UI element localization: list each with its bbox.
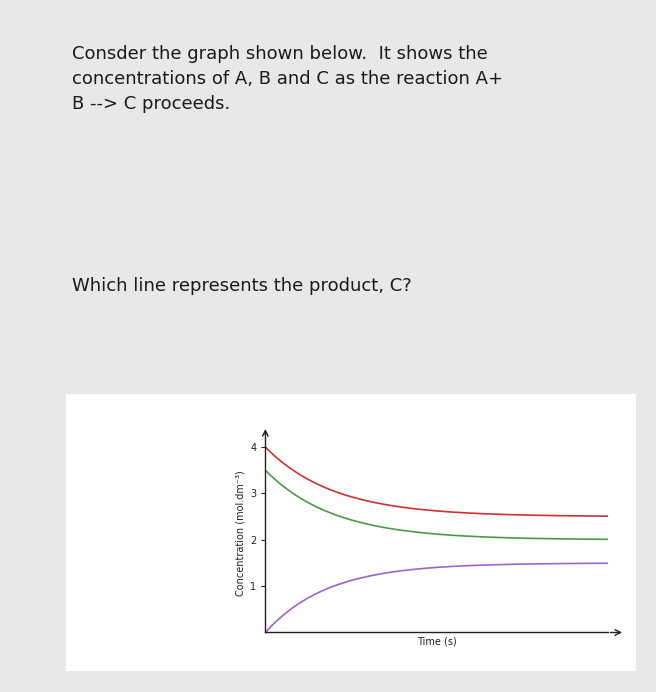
X-axis label: Time (s): Time (s) bbox=[417, 637, 457, 646]
Text: Consder the graph shown below.  It shows the
concentrations of A, B and C as the: Consder the graph shown below. It shows … bbox=[72, 45, 503, 113]
Y-axis label: Concentration (mol.dm⁻³): Concentration (mol.dm⁻³) bbox=[236, 470, 246, 596]
Text: Which line represents the product, C?: Which line represents the product, C? bbox=[72, 277, 412, 295]
